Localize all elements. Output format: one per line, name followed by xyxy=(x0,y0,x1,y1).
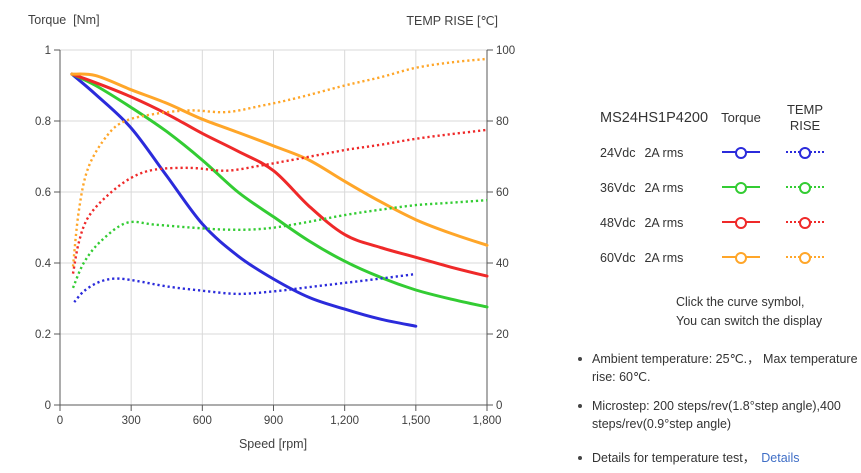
note-text: Microstep: 200 steps/rev(1.8°step angle)… xyxy=(592,399,841,431)
tick-label: 1,200 xyxy=(330,415,359,427)
bullet-icon xyxy=(578,404,582,408)
curve-temp-24vdc xyxy=(73,272,416,303)
legend-hint-line1: Click the curve symbol, xyxy=(676,295,805,309)
left-axis-title: Torque [Nm] xyxy=(28,13,100,27)
curve-torque-48vdc xyxy=(70,72,489,278)
curve-torque-24vdc xyxy=(70,72,418,328)
legend-row-60vdc: 60Vdc 2A rms xyxy=(600,251,710,265)
legend-hint: Click the curve symbol, You can switch t… xyxy=(676,293,822,331)
legend-symbol-temp-48vdc[interactable] xyxy=(772,216,838,229)
tick-label: 1,500 xyxy=(401,415,430,427)
model-name: MS24HS1P4200 xyxy=(600,109,709,126)
legend-symbol-temp-24vdc[interactable] xyxy=(772,146,838,159)
curve-temp-60vdc xyxy=(71,57,488,267)
legend-symbol-temp-60vdc[interactable] xyxy=(772,251,838,264)
voltage-label: 24Vdc xyxy=(600,145,636,160)
tick-label: 0.4 xyxy=(35,258,52,270)
grid xyxy=(60,49,487,405)
right-axis-title: TEMP RISE [℃] xyxy=(406,14,498,28)
voltage-label: 36Vdc xyxy=(600,180,636,195)
legend-hint-line2: You can switch the display xyxy=(676,314,823,328)
tick-label: 900 xyxy=(264,415,283,427)
tick-label: 0 xyxy=(45,400,51,412)
curve-temp-48vdc xyxy=(71,128,488,274)
tick-label: 40 xyxy=(496,258,509,270)
curve-torque-60vdc xyxy=(70,72,489,247)
tick-label: 0 xyxy=(57,415,63,427)
tick-label: 0.2 xyxy=(35,329,51,341)
tick-label: 0 xyxy=(496,400,502,412)
tick-label: 1,800 xyxy=(473,415,502,427)
bullet-icon xyxy=(578,357,582,361)
note-ambient-temperature: Ambient temperature: 25℃.， Max temperatu… xyxy=(576,350,861,386)
temp-rise-column-header: TEMP RISE xyxy=(786,101,824,133)
legend-row-48vdc: 48Vdc 2A rms xyxy=(600,216,710,230)
legend-row-36vdc: 36Vdc 2A rms xyxy=(600,181,710,195)
curve-temp-36vdc xyxy=(71,199,488,289)
tick-label: 300 xyxy=(122,415,141,427)
legend-symbol-torque-60vdc[interactable] xyxy=(710,251,772,264)
tick-label: 20 xyxy=(496,329,509,341)
current-label: 2A rms xyxy=(644,215,684,230)
chart-panel: Torque [Nm] TEMP RISE [℃] 0 0.2 0.4 0.6 0.8 1… xyxy=(28,13,515,451)
note-microstep: Microstep: 200 steps/rev(1.8°step angle)… xyxy=(576,397,861,433)
legend-panel: MS24HS1P4200 Torque TEMP RISE 24Vdc 2A r… xyxy=(540,0,861,473)
torque-column-header: Torque xyxy=(721,109,761,125)
x-axis-title: Speed [rpm] xyxy=(238,437,308,451)
tick-label: 0.8 xyxy=(35,116,51,128)
note-text: Ambient temperature: 25℃.， Max temperatu… xyxy=(592,352,858,384)
legend-symbol-torque-36vdc[interactable] xyxy=(710,181,772,194)
details-link[interactable]: Details xyxy=(761,451,800,465)
note-temperature-test: Details for temperature test， Details xyxy=(576,449,861,467)
torque-temp-rise-chart: 0 0.2 0.4 0.6 0.8 1 0 20 40 60 80 100 0 300 600 900 1,20… xyxy=(35,45,515,427)
legend-table: MS24HS1P4200 Torque TEMP RISE 24Vdc 2A r… xyxy=(600,100,838,275)
legend-row-24vdc: 24Vdc 2A rms xyxy=(600,146,710,160)
tick-label: 60 xyxy=(496,187,509,199)
current-label: 2A rms xyxy=(644,250,684,265)
legend-symbol-torque-24vdc[interactable] xyxy=(710,146,772,159)
legend-symbol-torque-48vdc[interactable] xyxy=(710,216,772,229)
legend-symbol-temp-36vdc[interactable] xyxy=(772,181,838,194)
voltage-label: 48Vdc xyxy=(600,215,636,230)
curve-torque-36vdc xyxy=(70,72,489,309)
note-text: Details for temperature test， xyxy=(592,451,756,465)
voltage-label: 60Vdc xyxy=(600,250,636,265)
tick-label: 1 xyxy=(45,45,51,57)
axes: 0 0.2 0.4 0.6 0.8 1 0 20 40 60 80 100 0 300 600 900 1,20… xyxy=(35,45,515,427)
bullet-icon xyxy=(578,456,582,460)
current-label: 2A rms xyxy=(644,180,684,195)
tick-label: 600 xyxy=(193,415,212,427)
curves xyxy=(70,57,489,328)
tick-label: 0.6 xyxy=(35,187,51,199)
current-label: 2A rms xyxy=(644,145,684,160)
tick-label: 100 xyxy=(496,45,515,57)
tick-label: 80 xyxy=(496,116,509,128)
